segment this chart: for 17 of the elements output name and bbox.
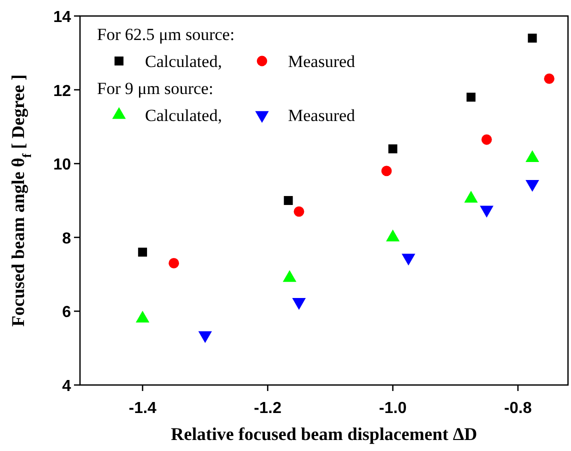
annotation: For 9 μm source: [97, 79, 214, 98]
y-tick-label: 14 [53, 9, 72, 26]
legend-label: Measured [288, 52, 356, 71]
annotation: For 62.5 μm source: [97, 25, 235, 44]
y-tick-label: 6 [62, 304, 72, 322]
legend-label: Calculated, [145, 52, 222, 71]
legend-label: Measured [288, 106, 356, 125]
x-tick-label: -1.0 [379, 400, 407, 417]
y-tick-label: 4 [62, 378, 72, 395]
x-axis-title: Relative focused beam displacement ΔD [170, 424, 478, 444]
x-tick-label: -1.2 [254, 400, 282, 417]
x-tick-label: -0.8 [504, 400, 532, 417]
legend-label: Calculated, [145, 106, 222, 125]
y-tick-label: 12 [53, 82, 72, 100]
y-tick-label: 10 [53, 156, 72, 174]
y-tick-label: 8 [62, 230, 72, 248]
x-tick-label: -1.4 [128, 400, 156, 417]
